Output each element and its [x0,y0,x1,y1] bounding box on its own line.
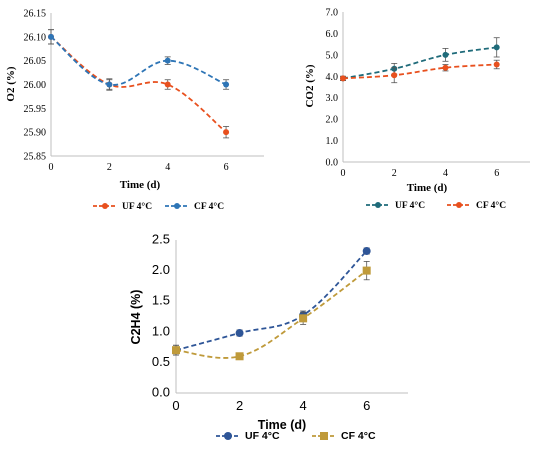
y-tick-label: 2.0 [326,115,339,126]
series-line-0 [342,46,497,80]
legend-marker [102,203,108,209]
series-line-1 [50,36,227,86]
y-axis-title: CO2 (%) [304,64,316,107]
x-tick-label: 6 [363,398,370,413]
y-tick-label: 0.0 [326,158,339,169]
co2-chart: 0.0 1.0 2.0 3.0 4.0 5.0 6.0 7.0 0 2 4 6 Time (d) CO2 … [304,8,530,211]
legend-label: CF 4°C [341,430,376,442]
x-axis-title: Time (d) [120,179,161,191]
legend-label: UF 4°C [395,200,425,211]
x-tick-label: 2 [236,398,243,413]
data-point [362,266,371,275]
data-point [235,352,244,361]
data-point [442,64,449,71]
y-tick-label: 0.5 [152,354,170,369]
series-line-0 [50,36,227,133]
data-point [223,129,230,136]
data-point [493,61,500,68]
y-tick-label: 6.0 [326,29,339,40]
legend-marker [224,432,232,440]
data-point [106,81,113,88]
data-point [48,33,54,40]
y-tick-label: 2.0 [152,262,170,277]
y-tick-label: 4.0 [326,72,339,83]
y-tick-label: 7.0 [326,8,339,19]
data-point [391,72,398,79]
data-point [442,51,449,58]
legend-label: UF 4°C [122,201,152,212]
x-tick-label: 4 [300,398,307,413]
y-tick-label: 25.95 [24,104,47,115]
data-point [299,314,308,323]
y-tick-label: 26.10 [24,32,47,43]
legend-label: CF 4°C [476,200,506,211]
x-tick-label: 0 [172,398,179,413]
legend-marker [456,202,462,208]
y-tick-label: 0.0 [152,385,170,400]
data-point [164,81,171,88]
legend-marker [174,203,180,209]
data-point [164,57,171,64]
y-tick-label: 1.5 [152,293,170,308]
x-tick-label: 2 [107,162,112,173]
y-tick-label: 1.0 [152,323,170,338]
legend-marker [320,432,328,440]
series-line-0 [175,250,368,352]
y-tick-label: 3.0 [326,93,339,104]
x-tick-label: 4 [165,162,170,173]
x-axis-title: Time (d) [258,418,306,432]
data-point [340,75,346,82]
x-tick-label: 2 [392,168,397,179]
data-point [172,346,180,355]
y-axis-title: O2 (%) [5,66,17,101]
y-tick-label: 5.0 [326,50,339,61]
x-tick-label: 6 [494,168,499,179]
y-tick-label: 26.15 [24,9,47,20]
y-tick-label: 1.0 [326,136,339,147]
data-point [223,81,230,88]
series-line-1 [175,269,368,359]
c2h4-chart: 0.0 0.5 1.0 1.5 2.0 2.5 0 2 4 6 Time (d) C2H4 (%) UF… [129,232,408,442]
o2-chart: 25.85 25.90 25.95 26.00 26.05 26.10 26.15 0 2 4 6 T… [5,9,264,212]
y-tick-label: 25.85 [24,152,47,163]
data-point [235,329,244,338]
legend-label: CF 4°C [194,201,224,212]
y-tick-label: 26.05 [24,56,47,67]
y-tick-label: 26.00 [24,80,47,91]
data-point [362,247,371,256]
x-tick-label: 4 [443,168,448,179]
data-point [493,44,500,51]
y-axis-title: C2H4 (%) [129,290,143,345]
x-tick-label: 6 [224,162,229,173]
legend-marker [375,202,381,208]
series-line-1 [342,63,497,80]
y-tick-label: 25.90 [24,128,47,139]
x-tick-label: 0 [49,162,54,173]
x-tick-label: 0 [341,168,346,179]
y-tick-label: 2.5 [152,232,170,247]
legend-label: UF 4°C [245,430,280,442]
x-axis-title: Time (d) [407,182,448,194]
